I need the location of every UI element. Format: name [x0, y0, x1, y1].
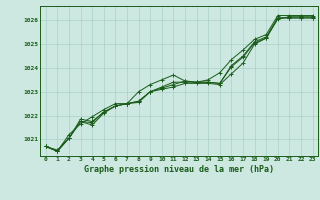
X-axis label: Graphe pression niveau de la mer (hPa): Graphe pression niveau de la mer (hPa) [84, 165, 274, 174]
